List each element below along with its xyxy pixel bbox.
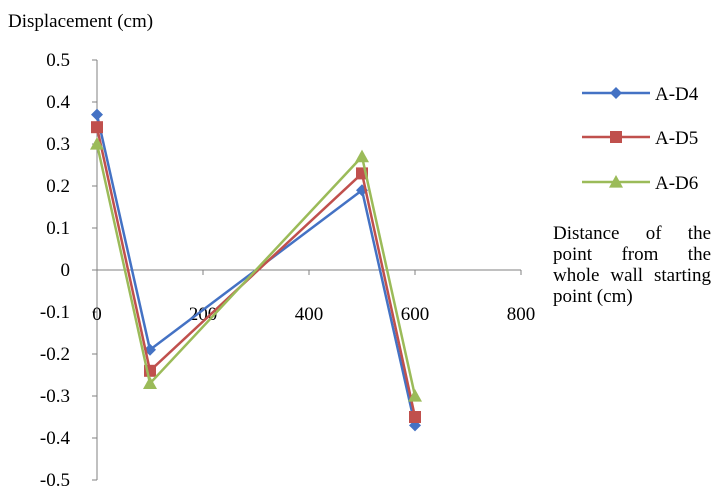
x-tick-label: 600 [401,304,430,325]
series-line-a-d5 [95,126,417,418]
y-axis-title: Displacement (cm) [8,11,153,32]
y-tick-label: 0 [61,260,71,281]
x-axis-title: Distance of the point from the whole wal… [553,223,711,307]
data-point-a-d6 [355,149,369,163]
y-tick-label: 0.1 [46,218,70,239]
series-layer [90,108,422,432]
series-line-a-d6 [95,143,417,397]
y-tick-label: -0.2 [40,344,70,365]
x-tick-label: 0 [92,304,102,325]
y-tick-label: -0.3 [40,386,70,407]
y-tick-label: -0.5 [40,470,70,491]
legend-label: A-D6 [655,173,698,194]
legend-item-a-d6: A-D6 [582,173,698,194]
legend-item-a-d5: A-D5 [582,128,698,149]
legend-marker [610,87,622,99]
legend: A-D4 A-D5 A-D6 [582,84,699,194]
data-point-a-d4 [91,108,103,121]
legend-marker [610,131,622,143]
y-tick-label: -0.4 [40,428,71,449]
y-tick-label: 0.5 [46,50,70,71]
data-point-a-d5 [409,411,421,423]
y-tick-label: 0.2 [46,176,70,197]
x-tick-label: 400 [295,304,324,325]
axes: 0.50.40.30.20.10-0.1-0.2-0.3-0.4-0.50 200… [40,50,535,491]
series-a-d5 [91,121,421,423]
y-tick-label: -0.1 [40,302,70,323]
data-point-a-d6 [408,389,422,402]
data-point-a-d6 [143,376,157,389]
y-tick-label: 0.4 [46,92,70,113]
data-point-a-d5 [91,121,103,134]
legend-item-a-d4: A-D4 [582,84,699,105]
series-a-d6 [90,137,422,402]
x-tick-label: 800 [507,304,536,325]
legend-label: A-D5 [655,128,698,149]
data-point-a-d6 [90,137,104,150]
legend-label: A-D4 [655,84,699,105]
y-tick-label: 0.3 [46,134,70,155]
legend-marker [609,175,623,188]
